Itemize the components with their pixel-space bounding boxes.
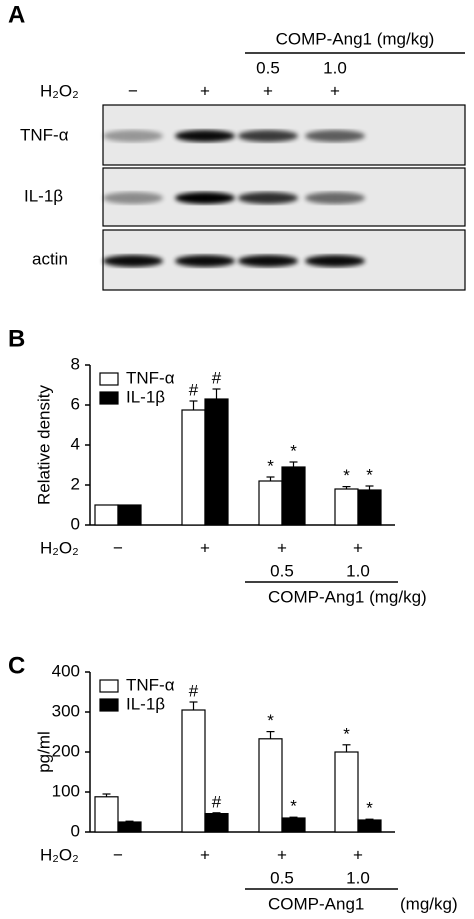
y-axis-label: pg/ml — [34, 731, 53, 773]
dose: 1.0 — [323, 58, 347, 77]
x-row-value: − — [113, 845, 123, 864]
panel-label: C — [8, 652, 25, 679]
annotation: # — [212, 368, 222, 387]
bar — [181, 409, 206, 526]
y-tick-label: 400 — [52, 661, 80, 680]
y-tick-label: 200 — [52, 741, 80, 760]
band — [103, 130, 163, 142]
y-tick-label: 0 — [71, 821, 80, 840]
bar — [94, 504, 119, 526]
band — [238, 192, 298, 204]
group-label: COMP-Ang1 — [268, 894, 364, 913]
legend-swatch — [99, 698, 119, 712]
y-tick-label: 6 — [71, 394, 80, 413]
row-label: IL-1β — [24, 186, 63, 205]
y-tick-label: 300 — [52, 701, 80, 720]
x-row-value: 1.0 — [346, 561, 370, 580]
bar — [204, 398, 229, 526]
band — [103, 255, 163, 267]
band — [103, 192, 163, 204]
x-row-value: + — [277, 538, 287, 557]
y-tick-label: 0 — [71, 514, 80, 533]
annotation: # — [189, 380, 199, 399]
annotation: * — [343, 724, 350, 743]
band — [238, 130, 298, 142]
bar — [258, 480, 283, 526]
annotation: # — [189, 681, 199, 700]
legend-swatch — [99, 372, 119, 386]
band — [175, 130, 235, 142]
bar — [334, 488, 359, 526]
bar — [258, 738, 283, 833]
dose: 0.5 — [256, 58, 280, 77]
x-row-value: + — [200, 845, 210, 864]
x-row-value: + — [353, 845, 363, 864]
h2o2-label: H₂O₂ — [40, 538, 79, 557]
row-label: actin — [32, 249, 68, 268]
annotation: * — [267, 711, 274, 730]
bar — [117, 821, 142, 833]
band — [175, 192, 235, 204]
y-tick-label: 2 — [71, 474, 80, 493]
band — [238, 255, 298, 267]
h2o2-sign: − — [128, 81, 138, 100]
y-tick-label: 100 — [52, 781, 80, 800]
h2o2-sign: + — [263, 81, 273, 100]
h2o2-sign: + — [200, 81, 210, 100]
band — [305, 192, 365, 204]
x-row-value: + — [353, 538, 363, 557]
annotation: * — [343, 466, 350, 485]
annotation: * — [267, 456, 274, 475]
annotation: * — [366, 799, 373, 818]
row-label: TNF-α — [20, 125, 69, 144]
y-axis-label: Relative density — [34, 385, 53, 506]
h2o2-label: H₂O₂ — [40, 81, 79, 100]
annotation: # — [212, 792, 222, 811]
band — [305, 255, 365, 267]
bar — [94, 796, 119, 833]
legend-swatch — [99, 679, 119, 693]
legend-label: IL-1β — [126, 387, 165, 406]
bar — [181, 709, 206, 833]
x-row-value: 0.5 — [270, 561, 294, 580]
x-row-value: + — [200, 538, 210, 557]
bar — [117, 504, 142, 526]
bar — [281, 817, 306, 833]
x-row-value: + — [277, 845, 287, 864]
bar — [357, 489, 382, 526]
x-row-value: 0.5 — [270, 868, 294, 887]
bar — [334, 751, 359, 833]
legend-label: IL-1β — [126, 694, 165, 713]
annotation: * — [290, 797, 297, 816]
legend-label: TNF-α — [126, 675, 175, 694]
band — [305, 130, 365, 142]
x-row-value: 1.0 — [346, 868, 370, 887]
panel-label: B — [8, 325, 25, 352]
treatment-label: COMP-Ang1 (mg/kg) — [276, 29, 435, 48]
group-label: COMP-Ang1 (mg/kg) — [268, 587, 427, 606]
bar — [357, 819, 382, 833]
y-tick-label: 8 — [71, 354, 80, 373]
panel-label: A — [8, 1, 25, 28]
x-row-value: − — [113, 538, 123, 557]
bar — [281, 466, 306, 526]
annotation: * — [290, 441, 297, 460]
annotation: * — [366, 465, 373, 484]
legend-swatch — [99, 391, 119, 405]
h2o2-sign: + — [330, 81, 340, 100]
band — [175, 255, 235, 267]
bar — [204, 812, 229, 833]
y-tick-label: 4 — [71, 434, 80, 453]
h2o2-label: H₂O₂ — [40, 845, 79, 864]
legend-label: TNF-α — [126, 368, 175, 387]
group-label: (mg/kg) — [400, 894, 458, 913]
